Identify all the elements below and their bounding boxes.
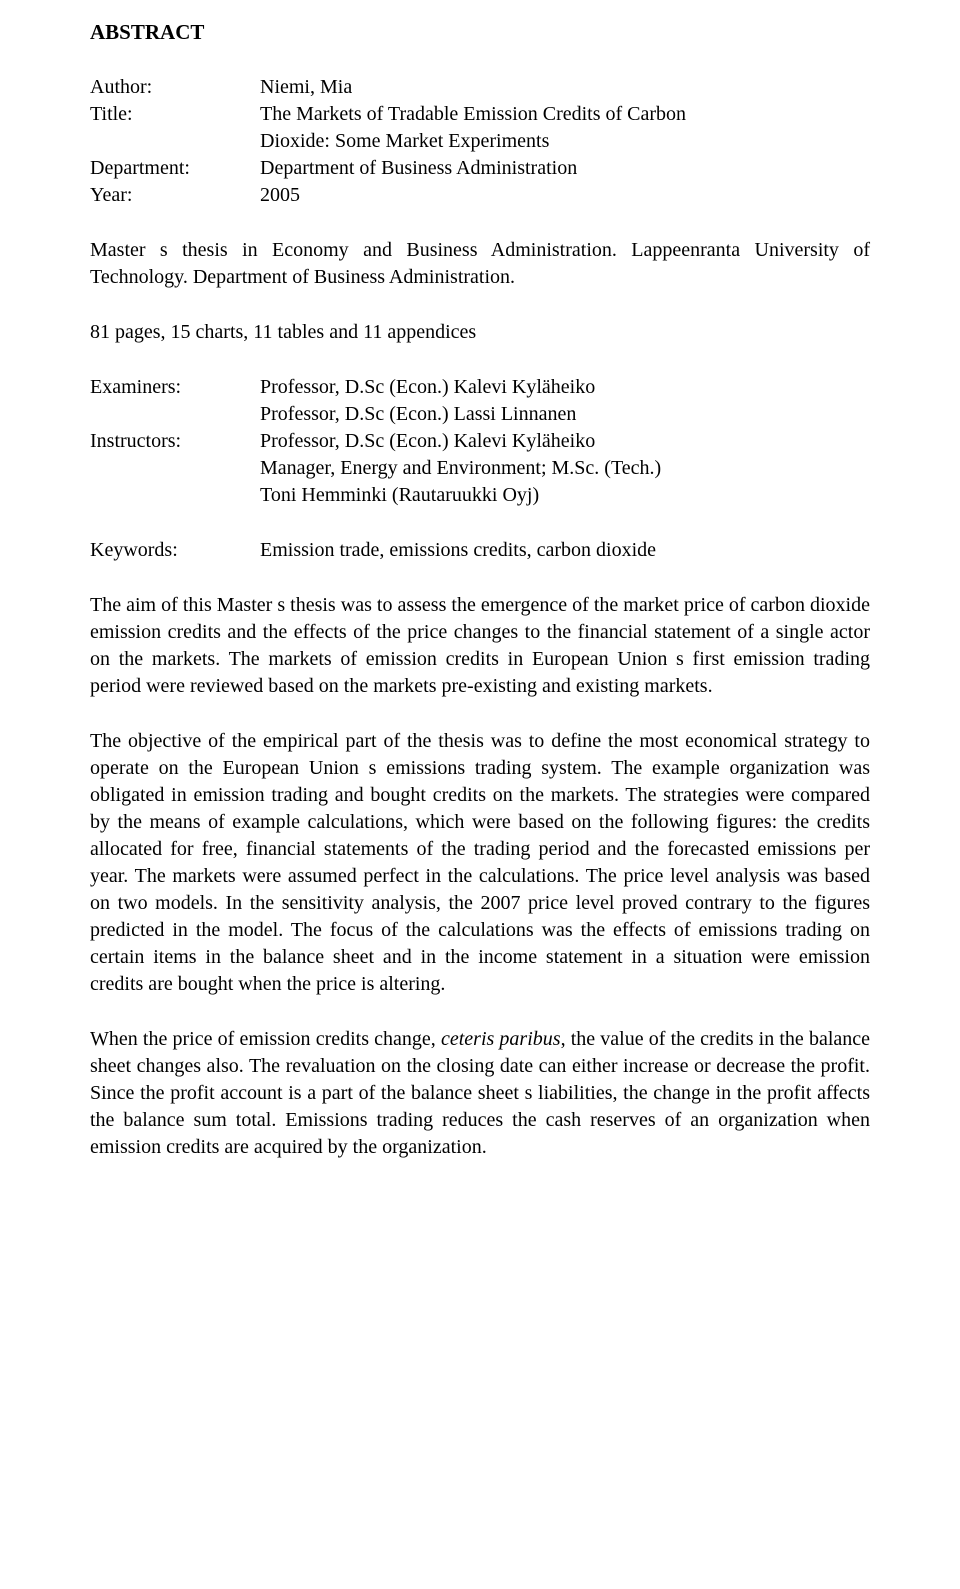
title-row-continuation: Dioxide: Some Market Experiments bbox=[90, 128, 870, 155]
keywords-label: Keywords: bbox=[90, 537, 260, 564]
department-value: Department of Business Administration bbox=[260, 155, 870, 182]
metadata-block: Author: Niemi, Mia Title: The Markets of… bbox=[90, 74, 870, 209]
department-label: Department: bbox=[90, 155, 260, 182]
title-label-empty bbox=[90, 128, 260, 155]
abstract-heading: ABSTRACT bbox=[90, 18, 870, 46]
author-value: Niemi, Mia bbox=[260, 74, 870, 101]
keywords-row: Keywords: Emission trade, emissions cred… bbox=[90, 537, 870, 564]
abstract-paragraph-2: The objective of the empirical part of t… bbox=[90, 728, 870, 998]
examiners-label: Examiners: bbox=[90, 374, 260, 428]
p3-text-before: When the price of emission credits chang… bbox=[90, 1028, 441, 1050]
year-label: Year: bbox=[90, 182, 260, 209]
title-label: Title: bbox=[90, 101, 260, 128]
abstract-paragraph-1: The aim of this Master s thesis was to a… bbox=[90, 592, 870, 700]
instructor-entry: Professor, D.Sc (Econ.) Kalevi Kyläheiko bbox=[260, 428, 870, 455]
title-value-line1: The Markets of Tradable Emission Credits… bbox=[260, 101, 870, 128]
author-label: Author: bbox=[90, 74, 260, 101]
abstract-paragraph-3: When the price of emission credits chang… bbox=[90, 1026, 870, 1161]
roles-block: Examiners: Professor, D.Sc (Econ.) Kalev… bbox=[90, 374, 870, 509]
department-row: Department: Department of Business Admin… bbox=[90, 155, 870, 182]
year-value: 2005 bbox=[260, 182, 870, 209]
instructor-entry: Toni Hemminki (Rautaruukki Oyj) bbox=[260, 482, 870, 509]
title-row: Title: The Markets of Tradable Emission … bbox=[90, 101, 870, 128]
examiner-entry: Professor, D.Sc (Econ.) Kalevi Kyläheiko bbox=[260, 374, 870, 401]
instructor-entry: Manager, Energy and Environment; M.Sc. (… bbox=[260, 455, 870, 482]
p3-italic-term: ceteris paribus bbox=[441, 1028, 561, 1050]
institution-text: Master s thesis in Economy and Business … bbox=[90, 237, 870, 291]
author-row: Author: Niemi, Mia bbox=[90, 74, 870, 101]
title-value-line2: Dioxide: Some Market Experiments bbox=[260, 128, 870, 155]
pages-info: 81 pages, 15 charts, 11 tables and 11 ap… bbox=[90, 319, 870, 346]
keywords-value: Emission trade, emissions credits, carbo… bbox=[260, 537, 870, 564]
instructors-label: Instructors: bbox=[90, 428, 260, 509]
instructors-row: Instructors: Professor, D.Sc (Econ.) Kal… bbox=[90, 428, 870, 509]
examiner-entry: Professor, D.Sc (Econ.) Lassi Linnanen bbox=[260, 401, 870, 428]
year-row: Year: 2005 bbox=[90, 182, 870, 209]
examiners-row: Examiners: Professor, D.Sc (Econ.) Kalev… bbox=[90, 374, 870, 428]
examiners-values: Professor, D.Sc (Econ.) Kalevi Kyläheiko… bbox=[260, 374, 870, 428]
instructors-values: Professor, D.Sc (Econ.) Kalevi Kyläheiko… bbox=[260, 428, 870, 509]
